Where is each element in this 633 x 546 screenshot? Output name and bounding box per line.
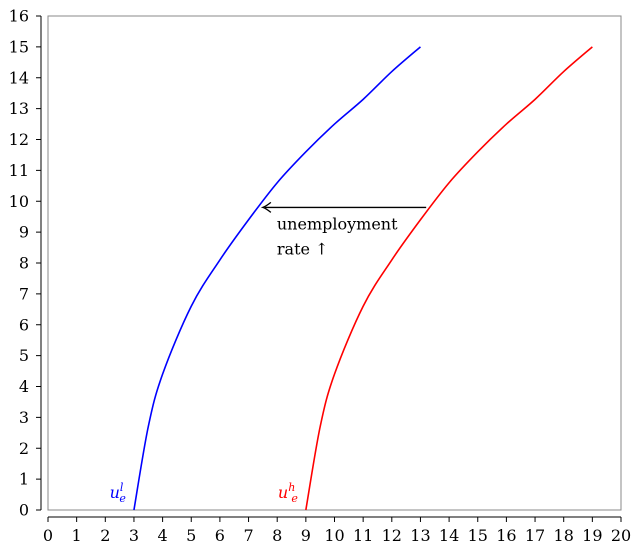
x-tick-label: 0 bbox=[43, 526, 53, 545]
x-tick-label: 4 bbox=[158, 526, 168, 545]
x-tick-label: 16 bbox=[496, 526, 516, 545]
plot-frame bbox=[47, 15, 622, 511]
y-tick-label: 15 bbox=[9, 37, 29, 56]
y-tick-label: 3 bbox=[19, 408, 29, 427]
x-tick-label: 12 bbox=[382, 526, 402, 545]
y-tick-label: 16 bbox=[9, 7, 29, 26]
x-tick-label: 13 bbox=[410, 526, 430, 545]
x-tick-label: 10 bbox=[324, 526, 344, 545]
y-tick-label: 9 bbox=[19, 223, 29, 242]
x-tick-label: 20 bbox=[611, 526, 631, 545]
x-tick-label: 6 bbox=[215, 526, 225, 545]
y-tick-label: 1 bbox=[19, 470, 29, 489]
annotation-line-2: rate ↑ bbox=[277, 239, 329, 258]
x-tick-label: 19 bbox=[582, 526, 602, 545]
annotation-arrowhead bbox=[260, 201, 272, 213]
y-tick-label: 13 bbox=[9, 99, 29, 118]
x-tick-label: 7 bbox=[243, 526, 253, 545]
series-line-low bbox=[133, 46, 421, 511]
x-tick-label: 14 bbox=[439, 526, 459, 545]
y-tick-label: 14 bbox=[9, 68, 29, 87]
series-line-high bbox=[305, 46, 593, 511]
y-tick-label: 11 bbox=[9, 161, 29, 180]
x-tick-label: 15 bbox=[468, 526, 488, 545]
series-layer: ul e uh e bbox=[110, 46, 593, 511]
x-tick-label: 17 bbox=[525, 526, 545, 545]
x-tick-label: 5 bbox=[186, 526, 196, 545]
y-tick-label: 7 bbox=[19, 284, 29, 303]
y-tick-label: 6 bbox=[19, 315, 29, 334]
x-tick-label: 11 bbox=[353, 526, 373, 545]
y-tick-label: 2 bbox=[19, 439, 29, 458]
annotation-layer: unemployment rate ↑ bbox=[260, 201, 427, 258]
x-tick-label: 18 bbox=[554, 526, 574, 545]
y-tick-label: 10 bbox=[9, 192, 29, 211]
y-tick-label: 8 bbox=[19, 254, 29, 273]
series-label: ul e bbox=[110, 481, 127, 505]
x-ticks: 0 1 2 3 4 5 6 7 8 9 10 11 12 13 14 15 16 17 18 19 20 bbox=[43, 517, 631, 545]
x-tick-label: 9 bbox=[301, 526, 311, 545]
y-tick-label: 12 bbox=[9, 130, 29, 149]
y-tick-label: 5 bbox=[19, 346, 29, 365]
annotation-line-1: unemployment bbox=[277, 214, 398, 233]
x-tick-label: 8 bbox=[272, 526, 282, 545]
series-label: uh e bbox=[278, 481, 298, 505]
x-tick-label: 1 bbox=[72, 526, 82, 545]
y-tick-label: 4 bbox=[19, 377, 29, 396]
x-tick-label: 2 bbox=[100, 526, 110, 545]
y-tick-label: 0 bbox=[19, 501, 29, 520]
x-tick-label: 3 bbox=[129, 526, 139, 545]
